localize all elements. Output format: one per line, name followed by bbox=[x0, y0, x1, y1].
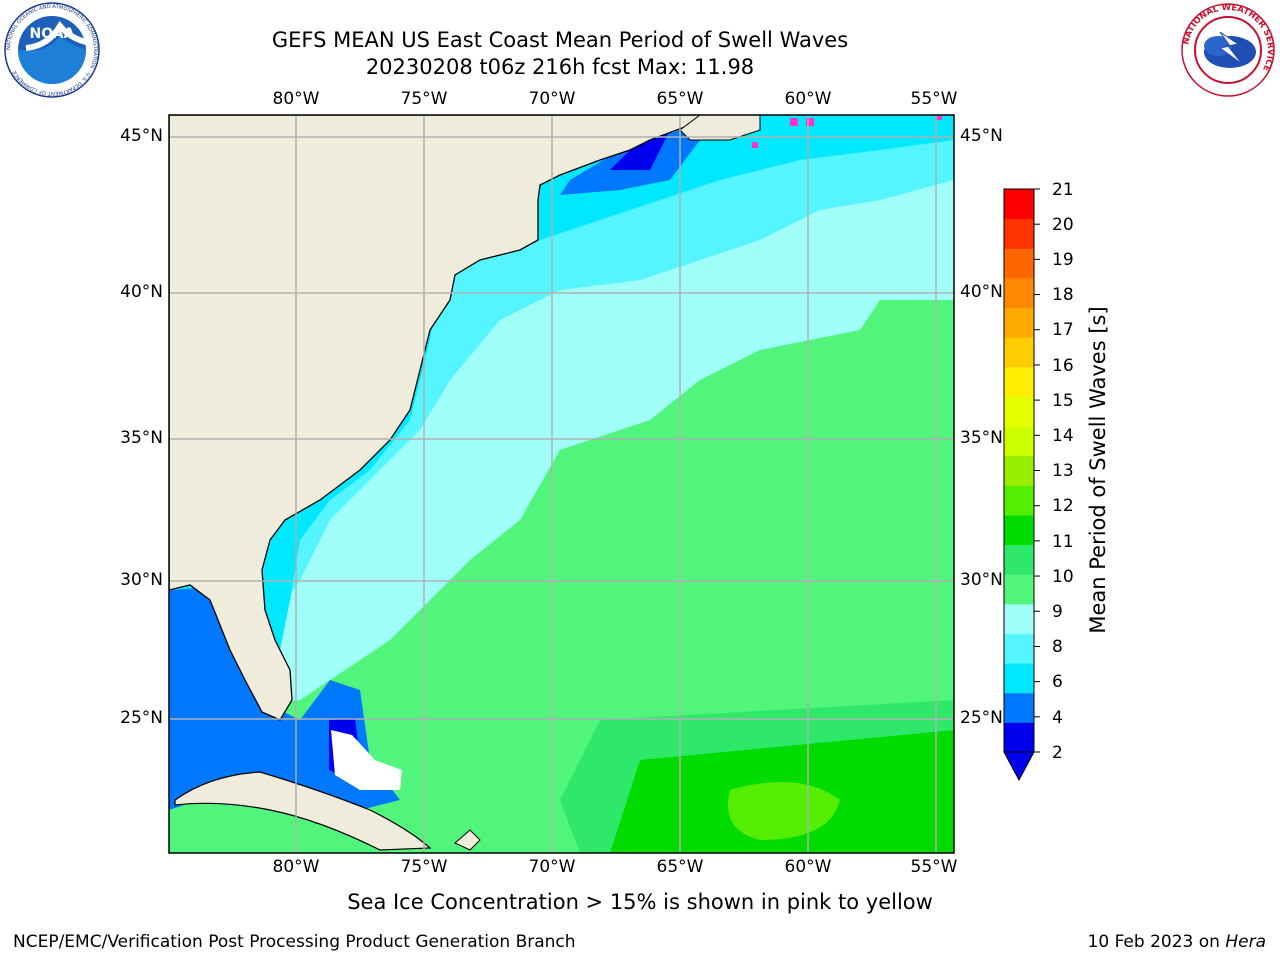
colorbar-tick: 21 bbox=[1052, 180, 1074, 200]
lat-tick-right: 40°N bbox=[960, 282, 1003, 302]
noaa-logo-text: NOAA bbox=[30, 26, 75, 42]
footer-credit: NCEP/EMC/Verification Post Processing Pr… bbox=[13, 932, 576, 952]
colorbar bbox=[1003, 188, 1040, 782]
colorbar-tick: 19 bbox=[1052, 250, 1074, 270]
lat-tick-left: 25°N bbox=[120, 708, 163, 728]
colorbar-segment bbox=[1004, 307, 1034, 338]
lat-tick-left: 30°N bbox=[120, 570, 163, 590]
lon-tick-top: 75°W bbox=[400, 89, 448, 109]
lon-tick-top: 55°W bbox=[910, 89, 958, 109]
noaa-logo: NOAA NATIONAL OCEANIC AND ATMOSPHERIC AD… bbox=[2, 2, 102, 98]
sea-ice-spot bbox=[806, 118, 814, 126]
colorbar-tick: 10 bbox=[1052, 567, 1074, 587]
colorbar-tick: 11 bbox=[1052, 532, 1074, 552]
colorbar-tick: 12 bbox=[1052, 496, 1074, 516]
colorbar-segment bbox=[1004, 366, 1034, 397]
colorbar-segment bbox=[1004, 692, 1034, 723]
colorbar-tick: 8 bbox=[1052, 637, 1063, 657]
lat-tick-left: 45°N bbox=[120, 126, 163, 146]
colorbar-tick: 13 bbox=[1052, 461, 1074, 481]
colorbar-label: Mean Period of Swell Waves [s] bbox=[1086, 306, 1110, 634]
period-band-9-10-south bbox=[380, 720, 540, 853]
colorbar-segment bbox=[1004, 574, 1034, 605]
colorbar-segment bbox=[1004, 248, 1034, 279]
colorbar-tick: 17 bbox=[1052, 320, 1074, 340]
colorbar-tick: 20 bbox=[1052, 215, 1074, 235]
lon-tick-bottom: 60°W bbox=[784, 857, 832, 877]
noaa-logo-graphic: NOAA NATIONAL OCEANIC AND ATMOSPHERIC AD… bbox=[4, 2, 100, 98]
colorbar-segment bbox=[1004, 603, 1034, 634]
colorbar-extend-min bbox=[1003, 751, 1035, 782]
colorbar-segment bbox=[1004, 218, 1034, 249]
chart-title: GEFS MEAN US East Coast Mean Period of S… bbox=[271, 28, 849, 52]
chart-subtitle: 20230208 t06z 216h fcst Max: 11.98 bbox=[365, 55, 755, 79]
lat-tick-left: 40°N bbox=[120, 282, 163, 302]
colorbar-segment bbox=[1004, 337, 1034, 368]
colorbar-segment bbox=[1004, 426, 1034, 457]
hispaniola-land bbox=[454, 829, 481, 851]
lon-tick-bottom: 55°W bbox=[910, 857, 958, 877]
colorbar-tick: 18 bbox=[1052, 285, 1074, 305]
colorbar-segment bbox=[1004, 544, 1034, 575]
graticule bbox=[169, 115, 954, 853]
footer-date-text: 10 Feb 2023 on bbox=[1087, 932, 1226, 952]
colorbar-segment bbox=[1004, 455, 1034, 486]
sea-ice-spot bbox=[752, 142, 758, 148]
lon-tick-bottom: 80°W bbox=[272, 857, 320, 877]
colorbar-segment bbox=[1004, 722, 1034, 753]
us-east-coast-land bbox=[169, 115, 701, 721]
sea-ice-note: Sea Ice Concentration > 15% is shown in … bbox=[347, 890, 933, 914]
lat-tick-right: 45°N bbox=[960, 126, 1003, 146]
colorbar-segment bbox=[1004, 485, 1034, 516]
colorbar-tick: 2 bbox=[1052, 743, 1063, 763]
colorbar-segment bbox=[1004, 396, 1034, 427]
colorbar-segment bbox=[1004, 633, 1034, 664]
lon-tick-top: 70°W bbox=[528, 89, 576, 109]
lat-tick-right: 35°N bbox=[960, 428, 1003, 448]
lon-tick-bottom: 75°W bbox=[400, 857, 448, 877]
colorbar-segment bbox=[1004, 277, 1034, 309]
bay-of-fundy-area bbox=[610, 130, 670, 170]
colorbar-tick: 16 bbox=[1052, 356, 1074, 376]
lon-tick-top: 80°W bbox=[272, 89, 320, 109]
bahamas-land-mask bbox=[331, 730, 402, 790]
colorbar-tick: 6 bbox=[1052, 672, 1063, 692]
lon-tick-bottom: 65°W bbox=[656, 857, 704, 877]
lat-tick-left: 35°N bbox=[120, 428, 163, 448]
colorbar-segment bbox=[1004, 514, 1034, 546]
footer-date: 10 Feb 2023 on Hera bbox=[1088, 932, 1266, 952]
colorbar-tick: 14 bbox=[1052, 426, 1074, 446]
lat-tick-right: 30°N bbox=[960, 570, 1003, 590]
colorbar-segment bbox=[1004, 663, 1034, 694]
sea-ice-spot bbox=[936, 116, 942, 120]
colorbar-tick: 15 bbox=[1052, 391, 1074, 411]
cuba-land bbox=[174, 771, 432, 851]
colorbar-tick: 4 bbox=[1052, 708, 1063, 728]
colorbar-segment bbox=[1004, 189, 1034, 220]
lon-tick-bottom: 70°W bbox=[528, 857, 576, 877]
colorbar-tick: 9 bbox=[1052, 602, 1063, 622]
sea-ice-spot bbox=[790, 118, 798, 126]
nws-logo-graphic: NATIONAL WEATHER SERVICE bbox=[1181, 3, 1275, 97]
nws-logo: NATIONAL WEATHER SERVICE bbox=[1178, 2, 1278, 98]
lon-tick-top: 65°W bbox=[656, 89, 704, 109]
period-band-12-13 bbox=[728, 782, 840, 840]
lat-tick-right: 25°N bbox=[960, 708, 1003, 728]
map-frame bbox=[168, 114, 955, 854]
footer-host: Hera bbox=[1225, 932, 1266, 952]
lon-tick-top: 60°W bbox=[784, 89, 832, 109]
